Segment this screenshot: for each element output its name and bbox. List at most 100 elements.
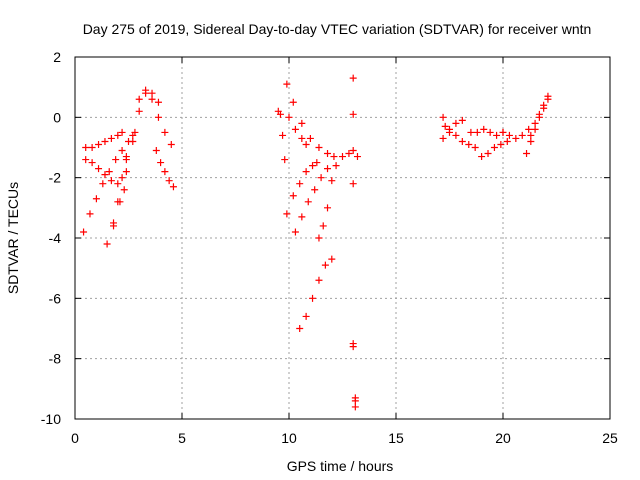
data-point bbox=[525, 125, 533, 133]
data-point bbox=[105, 168, 113, 176]
data-point bbox=[165, 177, 173, 185]
data-point bbox=[351, 397, 359, 405]
data-point bbox=[313, 159, 321, 167]
axis-ticks: 0 5 10 15 20 25 -10 -8 -6 -4 -2 0 2 bbox=[41, 49, 618, 446]
data-point bbox=[324, 204, 332, 212]
data-point bbox=[439, 134, 447, 142]
x-tick-label: 0 bbox=[71, 430, 79, 446]
data-point bbox=[95, 140, 103, 148]
data-point bbox=[527, 131, 535, 139]
data-point bbox=[317, 174, 325, 182]
y-tick-label: 2 bbox=[53, 49, 61, 65]
series-arc-b7 bbox=[285, 113, 310, 148]
series-arc-b3 bbox=[283, 159, 321, 218]
data-point bbox=[309, 294, 317, 302]
data-point bbox=[330, 153, 338, 161]
series-arc-a3 bbox=[80, 128, 139, 236]
data-point bbox=[289, 192, 297, 200]
data-point bbox=[296, 180, 304, 188]
series-arc-b6 bbox=[315, 177, 336, 242]
data-point bbox=[306, 134, 314, 142]
data-point bbox=[302, 312, 310, 320]
data-point bbox=[107, 177, 115, 185]
data-point bbox=[135, 95, 143, 103]
data-point bbox=[122, 153, 130, 161]
data-point bbox=[503, 137, 511, 145]
data-point bbox=[458, 137, 466, 145]
data-point bbox=[99, 180, 107, 188]
data-point bbox=[298, 213, 306, 221]
x-tick-label: 15 bbox=[388, 430, 404, 446]
series-arc-a2 bbox=[82, 156, 128, 194]
data-point bbox=[279, 131, 287, 139]
data-point bbox=[276, 110, 284, 118]
series-arc-b8 bbox=[332, 147, 361, 170]
data-point bbox=[328, 255, 336, 263]
data-point bbox=[339, 153, 346, 161]
data-point bbox=[82, 144, 90, 151]
data-point bbox=[152, 147, 160, 155]
data-point bbox=[452, 131, 460, 139]
y-tick-label: -10 bbox=[41, 411, 61, 427]
data-point bbox=[118, 147, 126, 155]
data-point bbox=[154, 113, 162, 121]
data-point bbox=[441, 122, 449, 130]
data-point bbox=[161, 128, 169, 136]
data-point bbox=[114, 198, 122, 206]
data-point bbox=[505, 131, 513, 139]
data-point bbox=[114, 180, 122, 188]
data-point bbox=[120, 186, 128, 194]
data-point bbox=[480, 125, 488, 133]
data-point bbox=[315, 276, 323, 284]
data-point bbox=[324, 150, 332, 158]
data-point bbox=[110, 219, 118, 227]
data-point bbox=[471, 144, 479, 151]
data-point bbox=[319, 222, 327, 230]
data-point bbox=[114, 131, 122, 139]
data-point bbox=[473, 128, 481, 136]
series-arc-b4 bbox=[291, 165, 332, 236]
chart-title: Day 275 of 2019, Sidereal Day-to-day VTE… bbox=[83, 21, 592, 37]
y-tick-label: -8 bbox=[49, 351, 62, 367]
data-point bbox=[92, 195, 100, 203]
data-point bbox=[349, 180, 357, 188]
x-axis-label: GPS time / hours bbox=[287, 458, 394, 474]
data-point bbox=[122, 168, 130, 176]
data-points bbox=[80, 74, 552, 411]
data-point bbox=[332, 162, 340, 170]
series-arc-b5 bbox=[296, 255, 336, 332]
data-point bbox=[540, 101, 548, 109]
data-point bbox=[345, 150, 353, 158]
data-point bbox=[439, 113, 447, 121]
data-point bbox=[107, 134, 115, 142]
data-point bbox=[535, 110, 543, 118]
y-tick-label: 0 bbox=[53, 109, 61, 125]
series-arc-c2 bbox=[439, 113, 466, 133]
data-point bbox=[531, 119, 539, 127]
data-point bbox=[283, 210, 291, 218]
series-arc-c5 bbox=[499, 125, 533, 142]
data-point bbox=[88, 144, 96, 151]
data-point bbox=[523, 150, 531, 158]
data-point bbox=[169, 183, 177, 191]
series-arc-c4 bbox=[478, 137, 511, 161]
data-point bbox=[302, 140, 310, 148]
data-point bbox=[298, 119, 306, 127]
series-arc-c1 bbox=[439, 128, 479, 151]
data-point bbox=[349, 343, 357, 351]
data-point bbox=[467, 128, 475, 136]
data-point bbox=[324, 165, 332, 173]
data-point bbox=[82, 156, 90, 164]
data-point bbox=[291, 125, 299, 133]
series-arc-c7 bbox=[527, 92, 552, 139]
y-tick-label: -2 bbox=[49, 170, 62, 186]
data-point bbox=[490, 144, 498, 151]
series-arc-b2 bbox=[283, 80, 338, 161]
data-point bbox=[289, 98, 297, 106]
data-point bbox=[349, 110, 357, 118]
data-point bbox=[478, 153, 486, 161]
data-point bbox=[285, 113, 293, 121]
x-tick-label: 5 bbox=[178, 430, 186, 446]
data-point bbox=[321, 261, 329, 269]
data-point bbox=[86, 210, 94, 218]
